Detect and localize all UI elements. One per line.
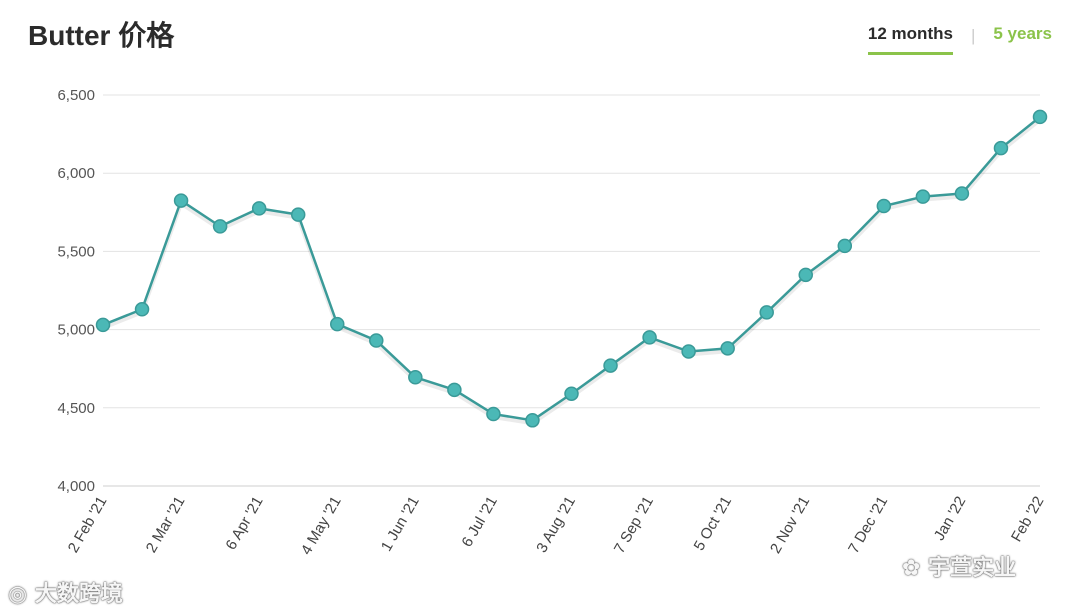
watermark-left-text: 大数跨境 xyxy=(34,582,123,607)
data-point xyxy=(681,344,696,359)
data-point xyxy=(993,140,1009,156)
data-point xyxy=(369,333,384,348)
data-point xyxy=(759,305,774,320)
y-tick-label: 4,500 xyxy=(57,400,95,417)
x-tick-label: 1 Jun '21 xyxy=(378,494,423,555)
data-point xyxy=(720,341,735,356)
y-tick-label: 6,500 xyxy=(57,87,95,104)
data-point xyxy=(876,198,892,214)
data-point xyxy=(408,370,423,385)
series-line xyxy=(102,115,1041,422)
y-tick-label: 5,500 xyxy=(57,243,95,260)
y-tick-label: 5,000 xyxy=(57,322,95,339)
data-point xyxy=(915,189,931,204)
data-point xyxy=(290,207,306,222)
y-tick-label: 4,000 xyxy=(57,478,95,495)
x-tick-label: 2 Nov '21 xyxy=(767,494,813,557)
x-tick-label: 3 Aug '21 xyxy=(533,494,579,556)
tab-5-years[interactable]: 5 years xyxy=(993,24,1052,43)
data-point xyxy=(837,238,853,254)
data-point xyxy=(798,267,813,283)
data-point xyxy=(330,316,345,332)
data-point xyxy=(525,413,540,428)
data-point xyxy=(1032,109,1048,125)
data-point xyxy=(173,193,189,208)
x-tick-label: 6 Jul '21 xyxy=(458,493,500,549)
wechat-icon: ✿ xyxy=(902,556,921,581)
data-point xyxy=(447,382,462,398)
data-point xyxy=(954,186,970,201)
tab-separator: | xyxy=(970,25,976,45)
x-tick-label: 7 Sep '21 xyxy=(611,494,657,557)
x-tick-label: 2 Mar '21 xyxy=(143,494,189,556)
time-range-tabs: 12 months | 5 years xyxy=(867,24,1052,55)
data-point xyxy=(603,358,618,373)
tab-12-months[interactable]: 12 months xyxy=(867,24,953,55)
watermark-right: ✿ 宇萱实业 xyxy=(902,550,1016,582)
data-point xyxy=(642,330,657,345)
watermark-right-text: 宇萱实业 xyxy=(928,556,1017,581)
x-tick-label: 2 Feb '21 xyxy=(65,494,111,556)
x-tick-label: Jan '22 xyxy=(931,494,970,544)
x-tick-label: 4 May '21 xyxy=(298,494,345,558)
x-tick-label: Feb '22 xyxy=(1008,494,1048,545)
data-point xyxy=(134,302,150,317)
weibo-icon: ◎ xyxy=(8,582,28,607)
data-point xyxy=(212,219,228,234)
x-tick-label: 5 Oct '21 xyxy=(691,494,736,554)
y-tick-label: 6,000 xyxy=(57,165,95,182)
data-point xyxy=(251,201,267,216)
x-tick-label: 7 Dec '21 xyxy=(845,494,891,557)
data-point xyxy=(486,406,501,422)
data-point xyxy=(564,386,579,401)
chart-title: Butter 价格 xyxy=(28,20,175,51)
series-line-shadow xyxy=(102,118,1042,426)
x-tick-label: 6 Apr '21 xyxy=(223,494,267,553)
watermark-left: ◎ 大数跨境 xyxy=(8,576,123,608)
data-point xyxy=(95,317,111,333)
